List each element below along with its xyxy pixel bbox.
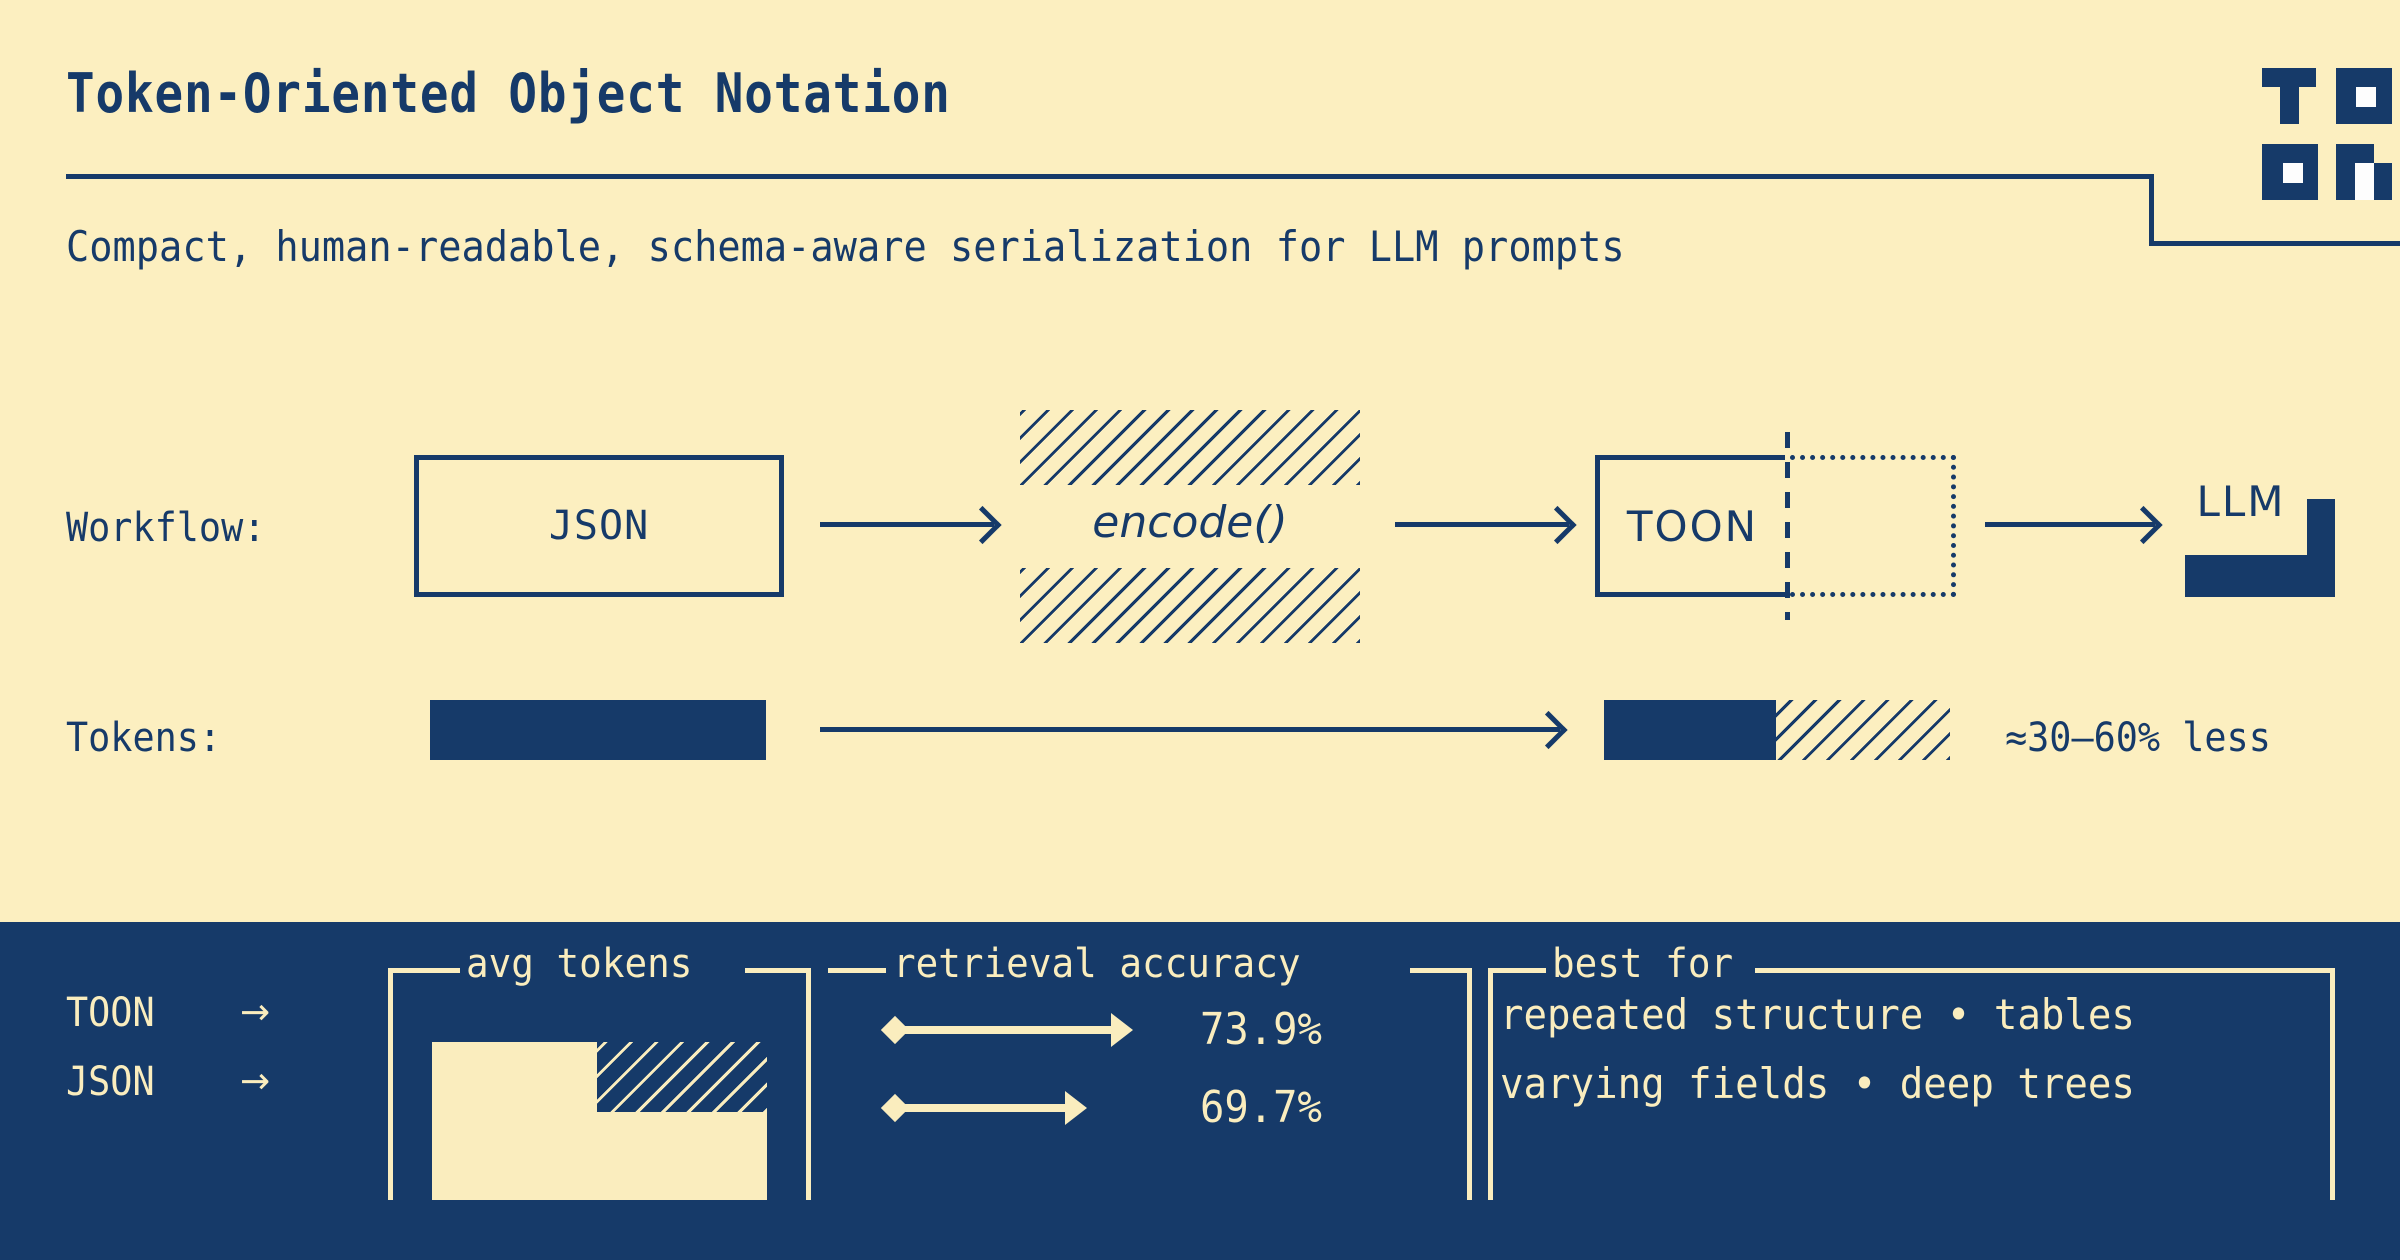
toon-ghost-region [1790, 455, 1956, 597]
encode-hatch-top [1020, 410, 1360, 485]
tokens-bar-toon-saved [1776, 700, 1950, 760]
retrieval-value-toon: 73.9% [1200, 1004, 1322, 1055]
retrieval-title: retrieval accuracy [893, 941, 1301, 987]
workflow-step-llm-label: LLM [2196, 477, 2286, 526]
arrow-tokens-reduction [820, 727, 1560, 732]
avg-tokens-title: avg tokens [466, 941, 693, 987]
best-for-frame-top-right [1755, 968, 2335, 973]
panel-row-label-json: JSON [66, 1059, 155, 1105]
tokens-savings-label: ≈30–60% less [2005, 715, 2271, 761]
avg-tokens-frame-left [388, 968, 393, 1200]
avg-tokens-bar-json [432, 1112, 767, 1200]
retrieval-value-json: 69.7% [1200, 1082, 1322, 1133]
workflow-step-json[interactable]: JSON [414, 455, 784, 597]
best-for-frame-left [1488, 968, 1493, 1200]
panel-row-label-toon: TOON [66, 990, 155, 1036]
retrieval-frame-top-right [1410, 968, 1472, 973]
llm-bracket-right [2307, 499, 2335, 597]
workflow-step-json-label: JSON [548, 503, 650, 549]
avg-tokens-frame-top-right [745, 968, 811, 973]
workflow-step-toon[interactable]: TOON [1595, 455, 1785, 597]
workflow-step-llm[interactable]: LLM [2185, 455, 2335, 597]
retrieval-frame-top-left [828, 968, 886, 973]
best-for-item-2: varying fields • deep trees [1500, 1059, 2135, 1108]
header-rule-lower [2149, 241, 2400, 246]
retrieval-arrow-json [905, 1104, 1067, 1112]
tokens-row-label: Tokens: [66, 715, 222, 761]
panel-row-arrow-toon: → [240, 992, 271, 1033]
best-for-frame-top-left [1488, 968, 1546, 973]
avg-tokens-bar-toon-solid [432, 1042, 597, 1112]
workflow-step-encode[interactable]: encode() [1092, 497, 1288, 548]
arrow-json-to-encode [820, 522, 994, 527]
retrieval-arrow-toon [905, 1026, 1113, 1034]
encode-hatch-bottom [1020, 568, 1360, 643]
panel-row-arrow-json: → [240, 1061, 271, 1102]
arrow-encode-to-toon [1395, 522, 1569, 527]
retrieval-frame-right [1467, 968, 1472, 1200]
arrow-toon-to-llm [1985, 522, 2155, 527]
tokens-bar-toon-solid [1604, 700, 1776, 760]
best-for-item-1: repeated structure • tables [1500, 990, 2135, 1039]
tokens-bar-json [430, 700, 766, 760]
header-rule-vertical [2149, 174, 2154, 246]
workflow-row-label: Workflow: [66, 505, 266, 551]
best-for-title: best for [1552, 941, 1734, 987]
summary-panel: TOON → JSON → avg tokens retrieval accur… [0, 922, 2400, 1260]
toon-split-divider [1785, 432, 1790, 620]
toon-logo-icon [2262, 68, 2400, 200]
header-rule-horizontal [66, 174, 2154, 179]
best-for-frame-right [2330, 968, 2335, 1200]
workflow-step-toon-label: TOON [1626, 501, 1759, 551]
avg-tokens-bar-toon-saved [597, 1042, 767, 1112]
avg-tokens-frame-right [806, 968, 811, 1200]
page-title: Token-Oriented Object Notation [66, 62, 951, 125]
avg-tokens-frame-top-left [388, 968, 460, 973]
page-subtitle: Compact, human-readable, schema-aware se… [66, 222, 1625, 271]
